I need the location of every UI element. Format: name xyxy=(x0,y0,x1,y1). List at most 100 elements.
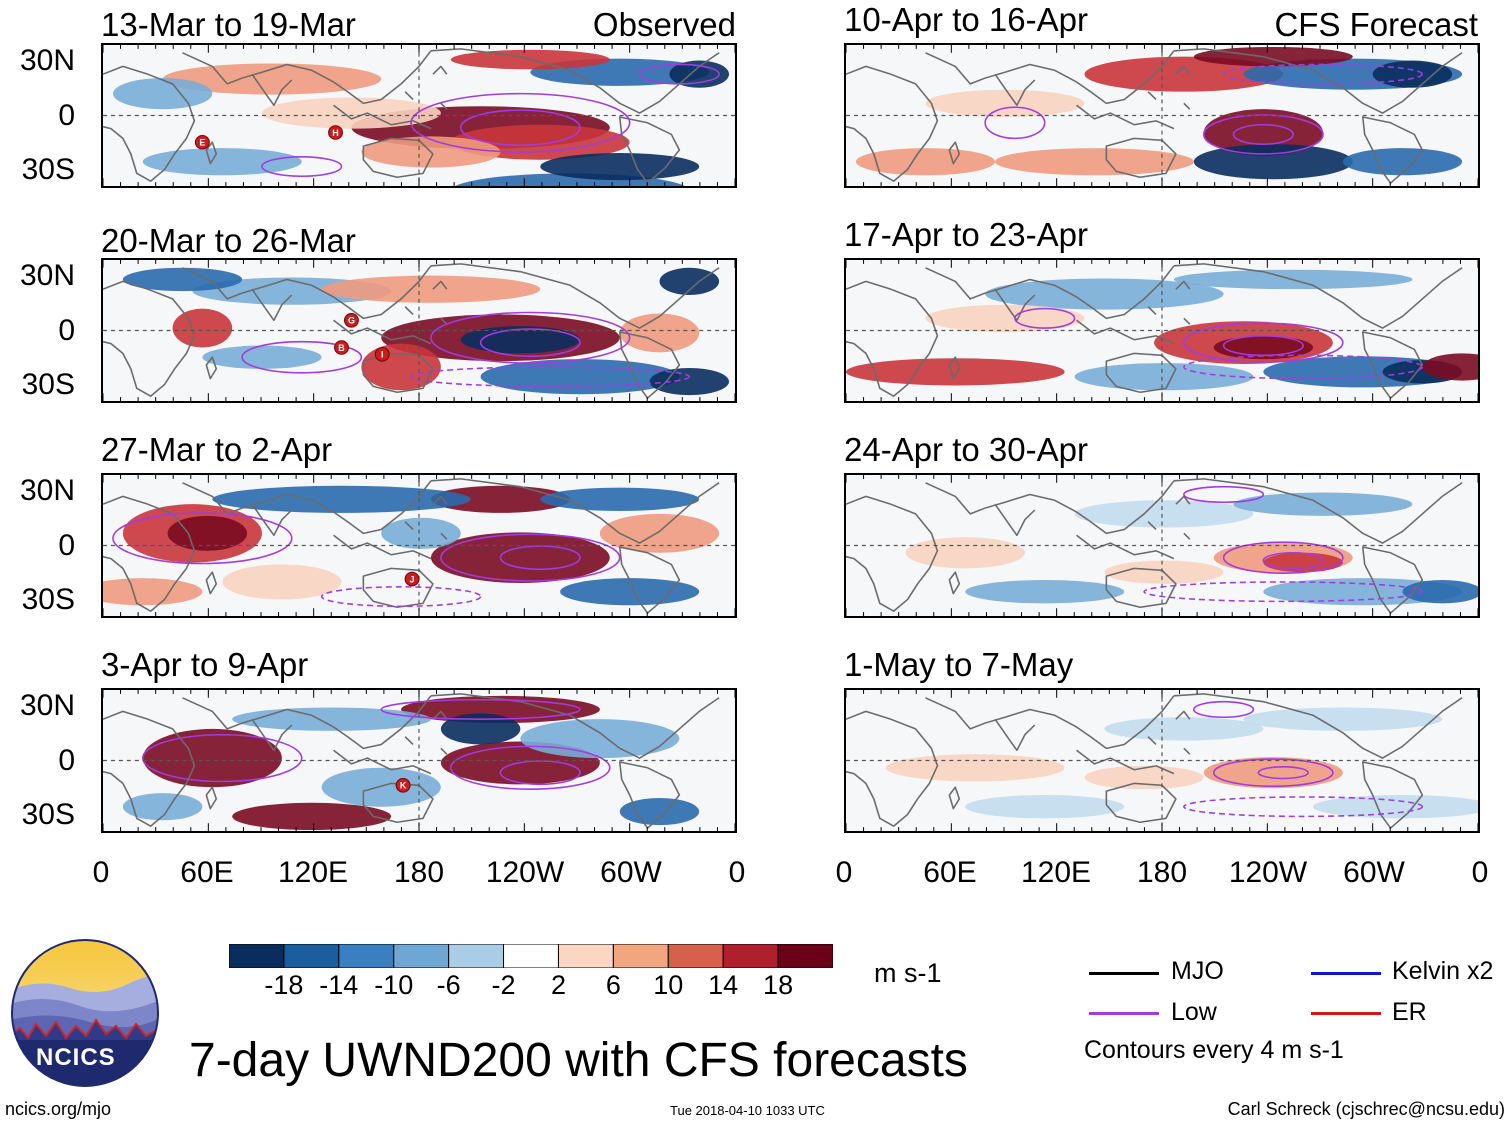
wind-anomaly-area xyxy=(1263,552,1343,573)
wind-anomaly-area xyxy=(381,517,461,549)
wind-anomaly-area xyxy=(1233,492,1413,516)
panel-title-obs-4: 3-Apr to 9-Apr xyxy=(101,646,309,683)
low-contour xyxy=(479,328,581,358)
units-label: m s-1 xyxy=(874,958,942,988)
colorbar-bin xyxy=(557,944,614,968)
wind-anomaly-area xyxy=(460,326,580,354)
wind-anomaly-area xyxy=(540,152,700,181)
wind-anomaly-area xyxy=(1203,109,1323,156)
lon-tick-label: 180 xyxy=(1136,856,1188,889)
colorbar-tick-label: -18 xyxy=(264,970,304,1000)
wind-anomaly-area xyxy=(440,713,521,745)
svg-text:B: B xyxy=(338,343,344,353)
coastlines xyxy=(846,693,1463,829)
wind-anomaly-area xyxy=(985,278,1224,310)
footer-url[interactable]: ncics.org/mjo xyxy=(5,1099,112,1119)
low-contour xyxy=(410,366,691,388)
panel-title-fc-4: 1-May to 7-May xyxy=(844,646,1074,683)
lat-tick-label: 30S xyxy=(21,367,75,401)
svg-text:E: E xyxy=(199,138,205,148)
footer-timestamp: Tue 2018-04-10 1033 UTC xyxy=(670,1103,825,1118)
map-canvas: G B I xyxy=(103,260,735,401)
tropical-cyclone-marker: H xyxy=(328,125,343,140)
tropical-cyclone-marker: I xyxy=(374,347,390,362)
coastlines xyxy=(103,48,720,184)
low-contour xyxy=(450,745,611,790)
low-contour xyxy=(1257,766,1309,780)
wind-anomaly-area xyxy=(1074,363,1254,391)
legend-label-kelvin: Kelvin x2 xyxy=(1392,957,1494,985)
lon-tick-label: 0 xyxy=(1471,856,1489,889)
wind-anomaly-area xyxy=(846,358,1065,386)
wind-anomaly-area xyxy=(599,513,720,553)
wind-anomaly-area xyxy=(1203,757,1343,789)
wind-anomaly-area xyxy=(430,532,610,583)
map-canvas xyxy=(846,475,1478,616)
lon-tick-label: 0 xyxy=(835,856,853,889)
wind-anomaly-area xyxy=(142,728,282,788)
map-canvas xyxy=(846,260,1478,401)
colorbar-tick-label: -2 xyxy=(491,970,516,1000)
wind-anomaly-area xyxy=(1084,56,1284,92)
low-contour xyxy=(141,733,303,783)
tropical-cyclone-marker: B xyxy=(334,340,349,355)
colorbar-tick-label: -14 xyxy=(319,970,359,1000)
map-canvas: EH xyxy=(103,45,735,186)
low-contour xyxy=(1262,552,1324,570)
lon-tick-label: 180 xyxy=(393,856,445,889)
svg-text:J: J xyxy=(410,575,415,585)
low-contour xyxy=(1143,581,1424,603)
colorbar-tick-label: -10 xyxy=(374,970,414,1000)
svg-text:G: G xyxy=(348,316,355,326)
wind-anomaly-area xyxy=(122,267,243,292)
wind-anomaly-area xyxy=(619,797,700,826)
low-contour xyxy=(1014,307,1076,329)
wind-anomaly-area xyxy=(855,148,996,176)
wind-anomaly-area xyxy=(212,485,471,513)
wind-anomaly-area xyxy=(905,537,1025,569)
wind-anomaly-area xyxy=(885,754,1065,782)
colorbar-bin xyxy=(503,944,559,968)
lat-tick-label: 30S xyxy=(21,152,75,186)
panel-title-fc-3: 24-Apr to 30-Apr xyxy=(844,431,1088,468)
wind-anomaly-area xyxy=(222,564,342,600)
wind-anomaly-area xyxy=(361,343,441,391)
lat-tick-label: 0 xyxy=(58,528,75,562)
low-contour xyxy=(638,63,720,85)
map-panel-forecast-2 xyxy=(844,258,1480,403)
low-contour xyxy=(1202,114,1324,155)
colorbar-tick-label: 2 xyxy=(550,970,566,1000)
low-contour xyxy=(1183,485,1265,504)
svg-text:H: H xyxy=(332,128,338,138)
wind-anomaly-area xyxy=(619,313,700,353)
colorbar-bin xyxy=(777,944,833,968)
lon-tick-label: 120W xyxy=(485,856,565,889)
low-contour xyxy=(1222,541,1344,574)
tropical-cyclone-marker: K xyxy=(395,778,411,793)
tropical-cyclone-marker: J xyxy=(404,571,420,587)
map-canvas xyxy=(846,690,1478,831)
lat-tick-label: 30S xyxy=(21,797,75,831)
wind-anomaly-area xyxy=(172,308,233,348)
svg-text:I: I xyxy=(381,350,383,360)
wind-anomaly-area xyxy=(1402,580,1478,604)
low-contour xyxy=(410,92,631,153)
wind-anomaly-area xyxy=(1193,46,1353,67)
coastlines xyxy=(846,48,1463,184)
low-contour xyxy=(440,533,621,582)
low-contour xyxy=(1193,700,1255,719)
colorbar-bin xyxy=(448,944,505,968)
wind-anomaly-area xyxy=(103,578,203,606)
colorbar-bin xyxy=(722,944,779,968)
low-contour xyxy=(1232,123,1294,145)
wind-anomaly-area xyxy=(142,148,302,176)
wind-anomaly-area xyxy=(659,267,720,296)
colorbar-tick-label: 10 xyxy=(653,970,684,1000)
main-title: 7-day UWND200 with CFS forecasts xyxy=(189,1034,968,1087)
tropical-cyclone-marker: E xyxy=(194,134,210,150)
low-contour xyxy=(1222,63,1424,85)
svg-text:K: K xyxy=(400,781,407,791)
wind-anomaly-area xyxy=(965,795,1125,819)
wind-anomaly-area xyxy=(995,148,1194,176)
low-contour xyxy=(1183,322,1344,363)
